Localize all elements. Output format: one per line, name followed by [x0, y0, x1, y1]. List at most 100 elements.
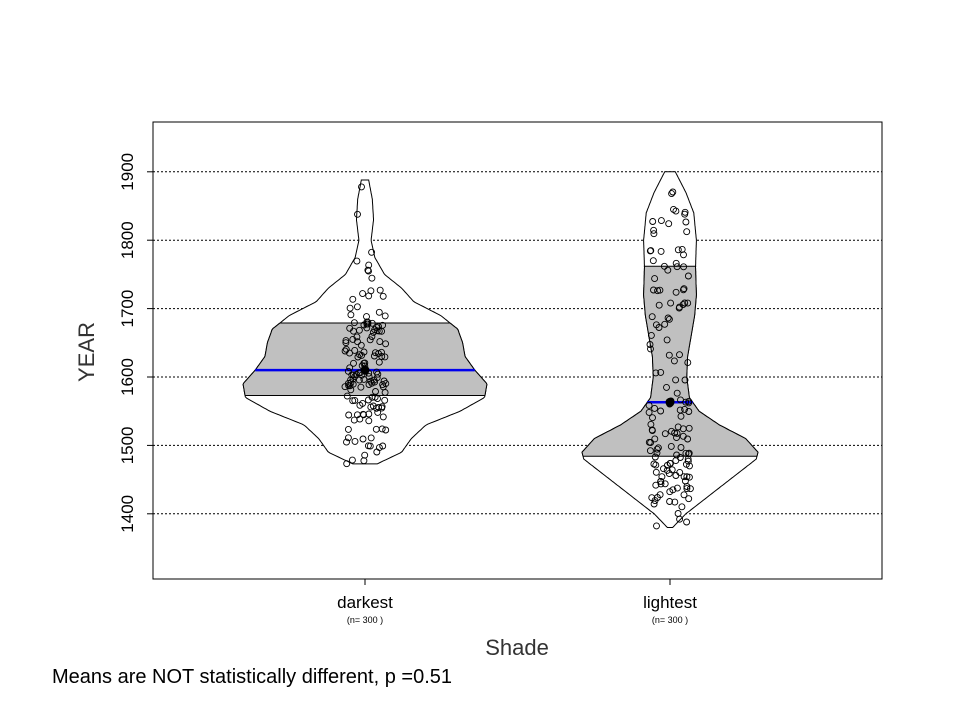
data-point	[682, 218, 690, 226]
data-point	[342, 345, 350, 353]
x-category-label: lightest	[643, 593, 697, 612]
data-point	[645, 401, 653, 409]
data-point	[681, 299, 689, 307]
data-point	[349, 335, 357, 343]
data-point	[650, 460, 658, 468]
data-point	[673, 451, 681, 459]
data-point	[365, 267, 372, 275]
y-tick-label: 1700	[118, 290, 137, 328]
data-point	[381, 389, 389, 396]
data-point	[685, 473, 693, 481]
data-point	[650, 500, 658, 508]
data-point	[356, 415, 364, 423]
n-count-label: (n= 300 )	[347, 615, 383, 625]
data-point	[681, 376, 689, 384]
data-point	[367, 434, 375, 442]
data-point	[359, 290, 367, 298]
data-point	[346, 304, 354, 312]
data-point	[347, 311, 355, 319]
data-point	[666, 488, 674, 496]
data-point	[680, 473, 688, 481]
data-point	[646, 247, 654, 255]
data-point	[355, 376, 363, 384]
data-point	[354, 353, 362, 361]
data-point	[368, 333, 376, 340]
data-point	[346, 324, 354, 332]
data-point	[676, 468, 684, 476]
data-point	[682, 449, 690, 457]
data-point	[657, 407, 665, 415]
data-point	[357, 383, 365, 391]
data-point	[648, 313, 656, 321]
data-point	[673, 484, 681, 492]
data-point	[653, 449, 661, 457]
data-point	[650, 226, 658, 234]
data-point	[683, 473, 691, 481]
data-point	[646, 341, 654, 348]
data-point	[344, 425, 352, 433]
data-point	[684, 299, 692, 307]
data-point	[647, 331, 655, 339]
data-point	[365, 373, 373, 381]
data-point	[676, 351, 683, 359]
data-point	[343, 460, 351, 468]
data-point	[651, 497, 659, 505]
data-point	[680, 491, 688, 499]
data-point	[686, 485, 694, 493]
data-point	[657, 247, 665, 255]
data-point	[653, 445, 661, 453]
data-point	[672, 259, 680, 267]
data-point	[346, 364, 354, 372]
data-point	[652, 481, 660, 489]
x-axis-label: Shade	[485, 635, 549, 660]
data-point	[684, 359, 692, 367]
data-point	[359, 435, 367, 443]
data-point	[683, 518, 691, 526]
data-point	[654, 444, 662, 452]
data-point	[680, 251, 687, 259]
y-tick-label: 1400	[118, 495, 137, 533]
data-point	[351, 437, 359, 445]
data-point	[684, 272, 692, 280]
data-point	[667, 459, 674, 467]
data-point	[674, 246, 682, 254]
data-point	[344, 434, 352, 442]
data-point	[660, 262, 668, 270]
data-point	[350, 359, 357, 367]
data-point	[376, 338, 384, 346]
violin-iqr-band	[242, 322, 488, 396]
data-point	[668, 190, 676, 198]
data-point	[679, 301, 687, 309]
data-point	[348, 456, 356, 464]
data-point	[358, 183, 365, 191]
data-point	[363, 320, 371, 328]
data-point	[666, 498, 674, 505]
data-point	[678, 503, 686, 511]
plot-frame	[152, 121, 883, 580]
data-point	[374, 370, 382, 378]
y-tick-label: 1800	[118, 221, 137, 259]
data-point	[667, 442, 675, 450]
points-layer	[341, 183, 694, 530]
mean-point	[360, 365, 370, 375]
data-point	[663, 466, 671, 474]
data-point	[653, 522, 660, 530]
data-point	[663, 383, 670, 391]
data-point	[680, 263, 688, 271]
data-point	[357, 341, 365, 349]
data-point	[664, 314, 672, 322]
data-point	[656, 491, 664, 499]
data-point	[373, 404, 380, 412]
data-point	[365, 417, 373, 425]
data-point	[660, 465, 667, 473]
data-point	[676, 303, 683, 311]
data-point	[354, 210, 361, 218]
data-point	[343, 438, 350, 446]
data-point	[685, 408, 693, 415]
data-point	[368, 274, 376, 282]
data-point	[366, 336, 374, 344]
data-point	[663, 336, 671, 344]
violin-iqr-band	[581, 265, 759, 457]
data-point	[353, 257, 361, 265]
